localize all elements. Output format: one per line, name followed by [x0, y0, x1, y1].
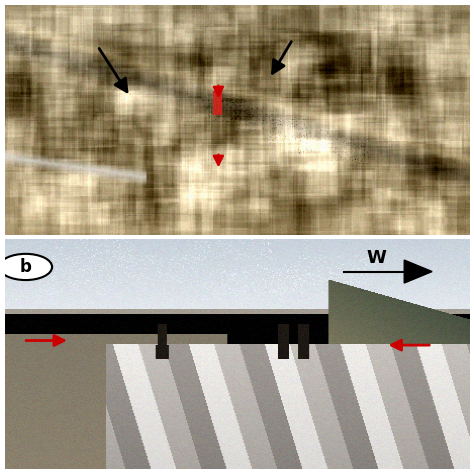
Polygon shape [404, 260, 432, 283]
Text: b: b [20, 258, 32, 276]
Text: W: W [366, 249, 386, 267]
Circle shape [1, 255, 50, 279]
